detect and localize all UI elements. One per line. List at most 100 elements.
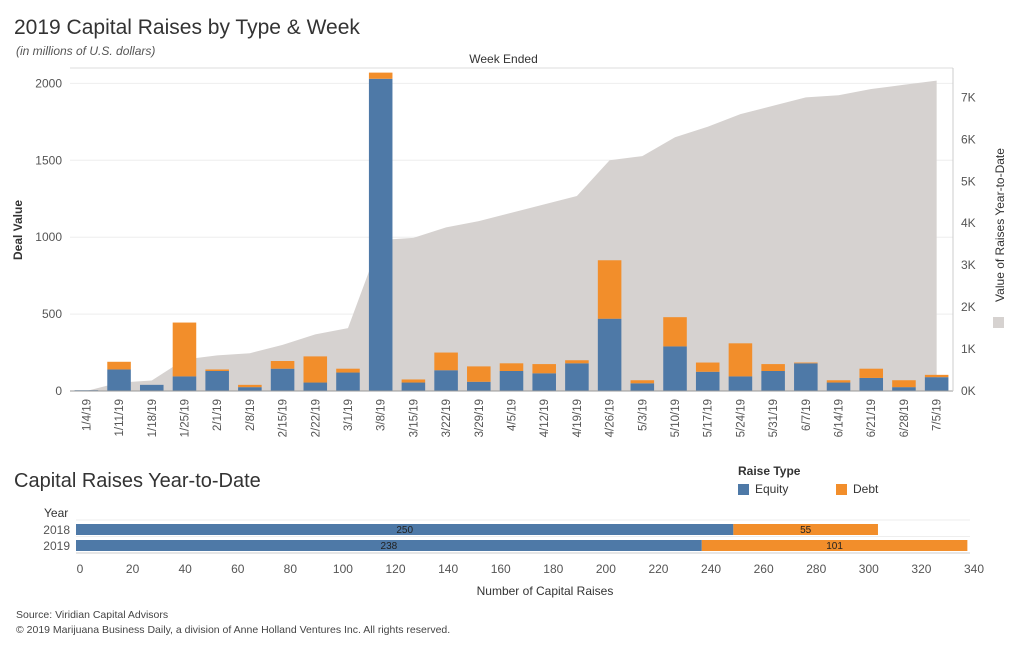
bar-equity [663, 346, 687, 391]
bar-debt [336, 368, 360, 373]
bar-debt [499, 363, 524, 372]
y2-tick-label: 0K [961, 384, 976, 398]
x-tick-label: 6/7/19 [801, 399, 813, 431]
legend-title: Raise Type [738, 464, 801, 478]
x-tick-label: 5/3/19 [637, 399, 649, 431]
bar-equity [794, 363, 818, 391]
x-tick-label: 4/19/19 [572, 399, 584, 437]
bar-debt [565, 360, 589, 364]
x-tick-label: 60 [231, 562, 245, 576]
chart-subtitle: (in millions of U.S. dollars) [16, 44, 156, 58]
bar-equity [401, 382, 426, 391]
bar-equity [270, 368, 295, 391]
ytd-debt-value: 101 [826, 541, 843, 552]
x-tick-label: 1/18/19 [147, 399, 159, 437]
y2-tick-label: 1K [961, 342, 976, 356]
bar-equity [107, 369, 131, 391]
bar-debt [368, 72, 393, 79]
ytd-chart: Year 2018 250 55 2019 238 101 0 20 40 60 80 100 120 14… [43, 506, 984, 598]
year-header: Year [44, 506, 68, 520]
x-tick-label: 220 [648, 562, 668, 576]
bar-debt [761, 364, 785, 372]
bar-debt [728, 343, 753, 377]
y-tick-label: 0 [55, 384, 62, 398]
y2-tick-label: 4K [961, 216, 976, 230]
legend-swatch-equity [738, 483, 749, 495]
y2-tick-label: 5K [961, 174, 976, 188]
x-tick-label: 6/28/19 [899, 399, 911, 437]
x-tick-label: 4/26/19 [605, 399, 617, 437]
ytd-bar-debt [733, 524, 878, 535]
bar-equity [205, 371, 229, 391]
legend-label-debt: Debt [853, 482, 879, 496]
bar-equity [336, 372, 360, 391]
y2-tick-label: 2K [961, 300, 976, 314]
bar-debt [205, 369, 229, 372]
bar-equity [924, 377, 949, 391]
x-tick-label: 1/25/19 [179, 399, 191, 437]
bar-equity [238, 387, 262, 391]
x-tick-label: 2/22/19 [310, 399, 322, 437]
x-tick-label: 280 [806, 562, 826, 576]
year-label: 2019 [43, 539, 70, 553]
x-axis-title: Number of Capital Raises [477, 584, 614, 598]
y2-tick-label: 6K [961, 132, 976, 146]
x-tick-label: 1/4/19 [81, 399, 93, 431]
bar-equity [826, 382, 851, 391]
bar-debt [597, 260, 622, 319]
bar-equity [532, 373, 556, 391]
x-tick-label: 4/5/19 [507, 399, 519, 431]
bar-debt [434, 352, 458, 371]
x-tick-label: 3/8/19 [376, 399, 388, 431]
weekly-chart: Week Ended 0 500 1000 1500 2000 0K 1K 2K 3K 4K 5K 6K… [11, 52, 1007, 437]
bar-debt [794, 362, 818, 364]
y-tick-label: 1500 [35, 153, 62, 167]
y2-tick-label: 3K [961, 258, 976, 272]
bar-equity [139, 384, 164, 391]
bar-equity [630, 383, 655, 391]
ytd-equity-value: 238 [381, 541, 398, 552]
y2-tick-label: 7K [961, 90, 976, 104]
legend-item-equity[interactable]: Equity [738, 482, 818, 496]
x-tick-label: 0 [77, 562, 84, 576]
y2-axis-swatch [993, 317, 1004, 328]
ytd-equity-value: 250 [396, 525, 413, 536]
x-tick-label: 160 [491, 562, 511, 576]
bar-equity [695, 371, 720, 391]
y-tick-label: 1000 [35, 230, 62, 244]
x-tick-label: 3/15/19 [408, 399, 420, 437]
x-tick-label: 20 [126, 562, 140, 576]
bar-debt [630, 380, 655, 384]
x-tick-label: 6/14/19 [834, 399, 846, 437]
bar-equity [565, 363, 589, 391]
legend: Raise Type Equity Debt [738, 464, 916, 496]
ytd-bar-debt [701, 540, 968, 551]
bar-equity [499, 371, 524, 391]
x-tick-label: 5/24/19 [735, 399, 747, 437]
ytd-section-title: Capital Raises Year-to-Date [14, 470, 261, 492]
x-tick-label: 40 [178, 562, 192, 576]
bar-equity [434, 370, 458, 391]
bar-debt [663, 317, 687, 347]
x-tick-label: 5/10/19 [670, 399, 682, 437]
y-axis-title: Deal Value [11, 200, 25, 260]
x-tick-label: 2/8/19 [245, 399, 257, 431]
x-tick-label: 3/22/19 [441, 399, 453, 437]
x-tick-label: 3/1/19 [343, 399, 355, 431]
x-tick-label: 5/17/19 [703, 399, 715, 437]
y-tick-label: 500 [42, 307, 62, 321]
legend-item-debt[interactable]: Debt [836, 482, 916, 496]
bar-debt [401, 379, 426, 383]
x-tick-label: 80 [284, 562, 298, 576]
footer: Source: Viridian Capital Advisors © 2019… [16, 608, 450, 638]
ytd-debt-value: 55 [800, 525, 812, 536]
x-tick-label: 200 [596, 562, 616, 576]
x-tick-label: 7/5/19 [932, 399, 944, 431]
x-tick-label: 6/21/19 [866, 399, 878, 437]
legend-label-equity: Equity [755, 482, 789, 496]
bar-debt [859, 368, 884, 378]
bar-equity [761, 371, 785, 391]
x-tick-label: 180 [543, 562, 563, 576]
bar-debt [826, 380, 851, 383]
bar-equity [467, 381, 491, 391]
